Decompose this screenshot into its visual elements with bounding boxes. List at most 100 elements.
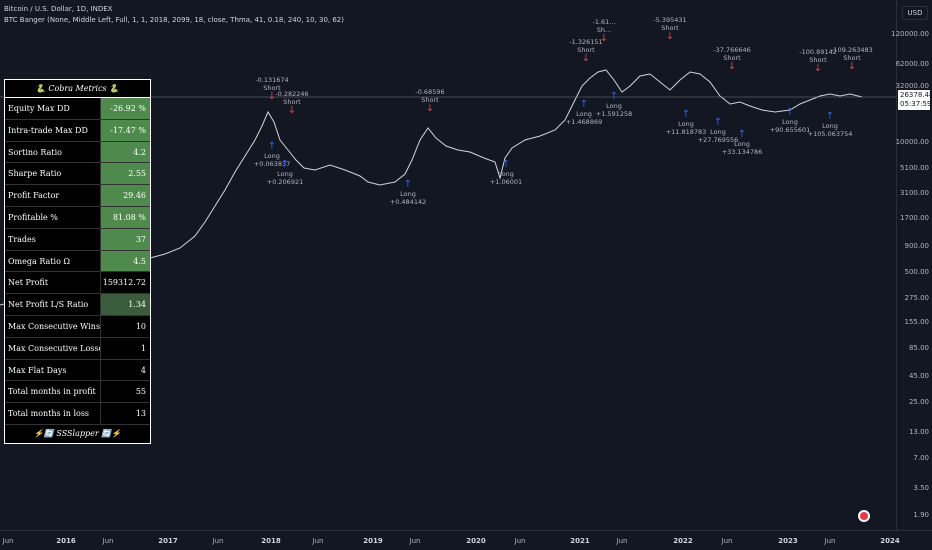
signal-text: -0.68596 — [415, 88, 445, 96]
metric-value: 4.5 — [101, 250, 150, 272]
long-signal: ↑ Long +11.818783 — [665, 109, 707, 137]
signal-text: Long — [264, 152, 280, 160]
metric-label: Net Profit L/S Ratio — [5, 294, 101, 315]
time-tick: Jun — [212, 537, 224, 545]
arrow-down-icon: ↓ — [727, 61, 737, 72]
metric-value: -26.92 % — [101, 98, 150, 119]
metric-row: Intra-trade Max DD -17.47 % — [5, 119, 150, 142]
signal-text: -100.89142 — [799, 48, 837, 56]
time-tick: 2019 — [363, 537, 383, 545]
price-tick: 7.00 — [913, 454, 929, 462]
signal-text: -1.61... — [592, 18, 616, 26]
price-tick: 120000.00 — [891, 30, 929, 38]
time-tick: 2020 — [466, 537, 486, 545]
signal-text: +0.206921 — [266, 178, 304, 186]
price-tick: 900.00 — [904, 242, 930, 250]
arrow-up-icon: ↑ — [579, 99, 589, 110]
short-signal: -5.395431 Short ↓ — [653, 16, 686, 42]
metric-label: Profit Factor — [5, 185, 101, 206]
signal-text: +105.063754 — [807, 130, 853, 138]
signal-text: Short — [263, 84, 281, 92]
price-tick: 3.50 — [913, 484, 929, 492]
arrow-up-icon: ↑ — [403, 179, 413, 190]
price-tick: 5100.00 — [900, 164, 929, 172]
arrow-up-icon: ↑ — [501, 159, 511, 170]
price-tick: 155.00 — [904, 318, 930, 326]
metric-value: 10 — [135, 321, 146, 331]
time-axis[interactable]: Jun 2016 Jun 2017 Jun 2018 Jun 2019 Jun 2020 Jun 20… — [0, 530, 932, 550]
metric-value: 1.34 — [101, 294, 150, 315]
short-signal: -0.68596 Short ↓ — [415, 88, 444, 114]
metric-row: Equity Max DD -26.92 % — [5, 98, 150, 120]
indicator-title[interactable]: BTC Banger (None, Middle Left, Full, 1, … — [4, 16, 344, 24]
time-tick: 2024 — [880, 537, 900, 545]
price-tick: 1700.00 — [900, 214, 929, 222]
metrics-title: 🐍 Cobra Metrics 🐍 — [5, 80, 150, 98]
long-signal: ↑ Long +1.591258 — [595, 92, 633, 119]
metric-label: Total months in profit — [5, 381, 101, 403]
arrow-down-icon: ↓ — [665, 31, 675, 42]
arrow-up-icon: ↑ — [267, 141, 277, 152]
signal-text: -109.263483 — [831, 46, 873, 54]
signal-text: Short — [843, 54, 861, 62]
price-series — [0, 69, 863, 306]
signal-text: Long — [277, 170, 293, 178]
metric-row: Total months in profit 55 — [5, 381, 150, 404]
metric-label: Intra-trade Max DD — [5, 119, 101, 141]
long-signal: ↑ Long +0.063837 — [254, 141, 290, 169]
price-tick: 13.00 — [908, 428, 929, 436]
signal-text: Short — [577, 46, 595, 54]
symbol-title[interactable]: Bitcoin / U.S. Dollar, 1D, INDEX — [4, 5, 113, 13]
price-axis[interactable]: USD 120000.00 62000.00 32000.00 10000.00 510… — [891, 0, 932, 530]
metric-value: 55 — [135, 387, 146, 397]
metric-label: Net Profit — [5, 272, 101, 294]
time-tick: Jun — [616, 537, 628, 545]
signal-text: Long — [734, 140, 750, 148]
short-signal: -1.326151 Short ↓ — [569, 38, 602, 64]
metric-row: Omega Ratio Ω 4.5 — [5, 250, 150, 273]
current-price-label: 26378.48 05:37:59 — [898, 90, 932, 110]
signal-text: +11.818783 — [665, 128, 707, 136]
metric-value: 81.08 % — [101, 206, 150, 228]
flag-icon[interactable] — [858, 510, 870, 522]
metric-value: 2.55 — [101, 163, 150, 185]
price-tick: 3100.00 — [900, 189, 929, 197]
bar-countdown: 05:37:59 — [900, 100, 932, 108]
arrow-up-icon: ↑ — [681, 109, 691, 120]
arrow-up-icon: ↑ — [825, 111, 835, 122]
metric-label: Max Consecutive Wins — [5, 315, 101, 337]
signal-text: +33.134786 — [721, 148, 763, 156]
signal-text: Long — [606, 102, 622, 110]
arrow-down-icon: ↓ — [599, 33, 609, 44]
signal-text: +27.769556 — [697, 136, 739, 144]
arrow-up-icon: ↑ — [280, 159, 290, 170]
arrow-down-icon: ↓ — [267, 91, 277, 102]
time-tick: Jun — [102, 537, 114, 545]
metric-row: Total months in loss 13 — [5, 403, 150, 425]
signal-text: -0.131674 — [255, 76, 289, 84]
metric-label: Equity Max DD — [5, 98, 101, 119]
metric-value: 4.2 — [101, 141, 150, 163]
arrow-up-icon: ↑ — [785, 107, 795, 118]
price-tick: 32000.00 — [895, 82, 929, 90]
arrow-up-icon: ↑ — [713, 117, 723, 128]
price-tick: 275.00 — [904, 294, 930, 302]
long-signal: ↑ Long +105.063754 — [807, 111, 853, 139]
signal-text: +1.591258 — [595, 110, 633, 118]
signal-text: +0.484142 — [389, 198, 427, 206]
time-tick: Jun — [409, 537, 421, 545]
signal-text: Long — [710, 128, 726, 136]
arrow-down-icon: ↓ — [847, 61, 857, 72]
signal-text: Long — [782, 118, 798, 126]
signal-text: Long — [576, 110, 592, 118]
short-signal: -100.89142 Short ↓ — [799, 48, 837, 74]
currency-button[interactable]: USD — [902, 6, 928, 20]
signal-text: -5.395431 — [653, 16, 687, 24]
long-signal: ↑ Long +1.06001 — [490, 159, 522, 187]
metric-value: 1 — [140, 343, 146, 353]
metric-value: 29.46 — [101, 185, 150, 206]
time-tick: Jun — [824, 537, 836, 545]
arrow-down-icon: ↓ — [287, 105, 297, 116]
signal-text: Long — [400, 190, 416, 198]
